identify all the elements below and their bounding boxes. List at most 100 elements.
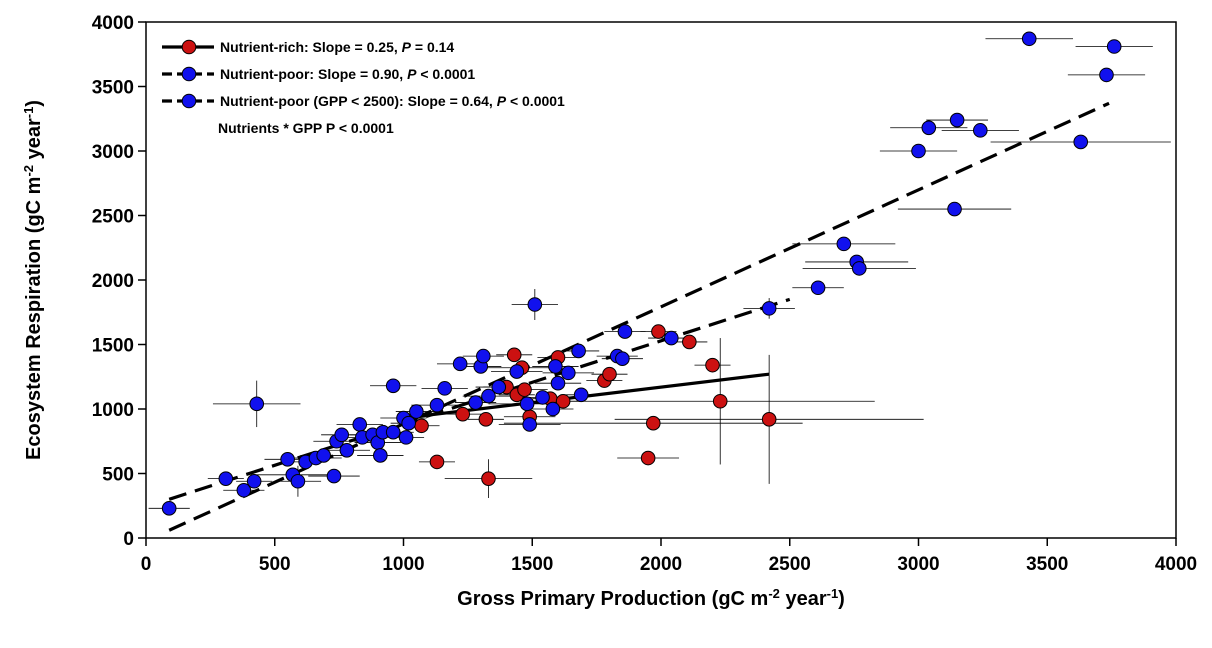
data-point-poor [1106, 39, 1122, 54]
x-tick-label: 1500 [511, 554, 553, 575]
data-point-poor [548, 359, 563, 374]
data-point-poor [527, 297, 543, 312]
y-tick-label: 500 [102, 465, 134, 486]
data-point-poor [851, 261, 867, 276]
data-point-poor [561, 365, 576, 381]
x-axis-title: Gross Primary Production (gC m-2 year-1) [457, 586, 845, 611]
data-point-poor [571, 343, 586, 359]
data-point-poor [617, 324, 633, 339]
data-point-rich [602, 366, 617, 382]
data-point-poor [437, 381, 453, 396]
data-point-poor [545, 401, 561, 417]
data-point-poor [573, 387, 589, 403]
legend-label: Nutrient-poor (GPP < 2500): Slope = 0.64… [220, 93, 565, 109]
y-tick-label: 1500 [92, 336, 134, 357]
y-tick-label: 1000 [92, 400, 134, 421]
error-bars [148, 38, 1171, 509]
data-point-poor [401, 415, 416, 431]
data-point-rich [429, 454, 445, 470]
data-point-rich [455, 406, 471, 422]
x-tick-label: 1000 [382, 554, 424, 575]
data-point-poor [280, 452, 295, 467]
data-point-poor [761, 301, 777, 316]
data-point-poor [550, 375, 566, 391]
data-point-poor [373, 448, 388, 463]
data-point-poor [334, 427, 350, 443]
data-point-poor [246, 473, 262, 489]
y-axis-title: Ecosystem Respiration (gC m-2 year-1) [21, 100, 46, 460]
data-point-poor [491, 379, 507, 395]
data-point-rich [481, 471, 496, 486]
data-point-poor [615, 351, 630, 366]
data-point-rich [712, 393, 728, 409]
data-point-poor [1099, 67, 1114, 83]
data-point-rich [555, 393, 571, 409]
data-point-poor [452, 356, 468, 372]
data-point-poor [339, 442, 355, 458]
data-point-poor [161, 501, 177, 516]
x-tick-label: 2000 [640, 554, 682, 575]
data-point-poor [810, 280, 826, 296]
data-point-poor [468, 395, 483, 410]
data-point-poor [481, 388, 496, 404]
data-point-poor [509, 364, 525, 379]
legend-label: Nutrient-poor: Slope = 0.90, P < 0.0001 [220, 66, 475, 82]
x-tick-label: 4000 [1155, 554, 1197, 575]
data-point-poor [921, 120, 937, 136]
data-point-poor [836, 236, 852, 252]
data-point-poor [316, 448, 331, 463]
data-point-poor [218, 471, 234, 486]
x-tick-label: 0 [141, 554, 152, 575]
y-tick-label: 0 [123, 529, 134, 550]
data-point-rich [682, 334, 697, 350]
legend-label: Nutrient-rich: Slope = 0.25, P = 0.14 [220, 39, 454, 55]
x-tick-label: 3500 [1026, 554, 1068, 575]
data-point-poor [911, 143, 926, 159]
data-point-rich [517, 382, 532, 397]
y-tick-label: 2500 [92, 207, 134, 228]
data-point-poor [409, 404, 424, 419]
data-point-rich [761, 412, 777, 427]
data-point-poor [385, 424, 401, 440]
legend: Nutrient-rich: Slope = 0.25, P = 0.14 Nut… [162, 39, 565, 109]
data-point-rich [414, 418, 429, 434]
axes: 0 500 1000 1500 2000 2500 3000 3500 4000 0 500 1000… [92, 13, 1197, 575]
data-point-poor [947, 201, 962, 217]
interaction-annotation: Nutrients * GPP P < 0.0001 [218, 120, 394, 136]
data-point-poor [476, 348, 491, 364]
data-point-poor [1021, 31, 1037, 47]
data-point-poor [326, 468, 342, 484]
x-tick-label: 2500 [769, 554, 811, 575]
x-tick-label: 3000 [897, 554, 939, 575]
data-point-poor [398, 430, 414, 445]
y-tick-label: 3000 [92, 142, 134, 163]
data-point-poor [236, 482, 252, 498]
data-point-poor [973, 123, 988, 138]
data-point-rich [651, 324, 666, 339]
y-tick-label: 2000 [92, 271, 134, 292]
data-point-poor [664, 330, 679, 346]
data-points [161, 31, 1122, 516]
data-point-poor [290, 473, 306, 489]
data-point-poor [429, 397, 445, 413]
data-point-rich [478, 412, 494, 427]
data-point-poor [522, 417, 537, 432]
y-tick-label: 3500 [92, 78, 134, 99]
legend-marker [181, 93, 197, 109]
y-tick-label: 4000 [92, 13, 134, 34]
data-point-poor [949, 112, 965, 128]
data-point-rich [506, 347, 522, 363]
data-point-poor [249, 396, 265, 412]
data-point-rich [705, 357, 720, 373]
data-point-poor [1073, 134, 1089, 150]
data-point-poor [535, 390, 550, 405]
data-point-rich [645, 415, 661, 431]
legend-marker [181, 39, 197, 55]
data-point-poor [385, 378, 401, 394]
legend-marker [181, 66, 197, 82]
x-tick-label: 500 [259, 554, 291, 575]
data-point-poor [352, 417, 368, 432]
data-point-poor [519, 396, 535, 412]
data-point-rich [640, 450, 656, 466]
